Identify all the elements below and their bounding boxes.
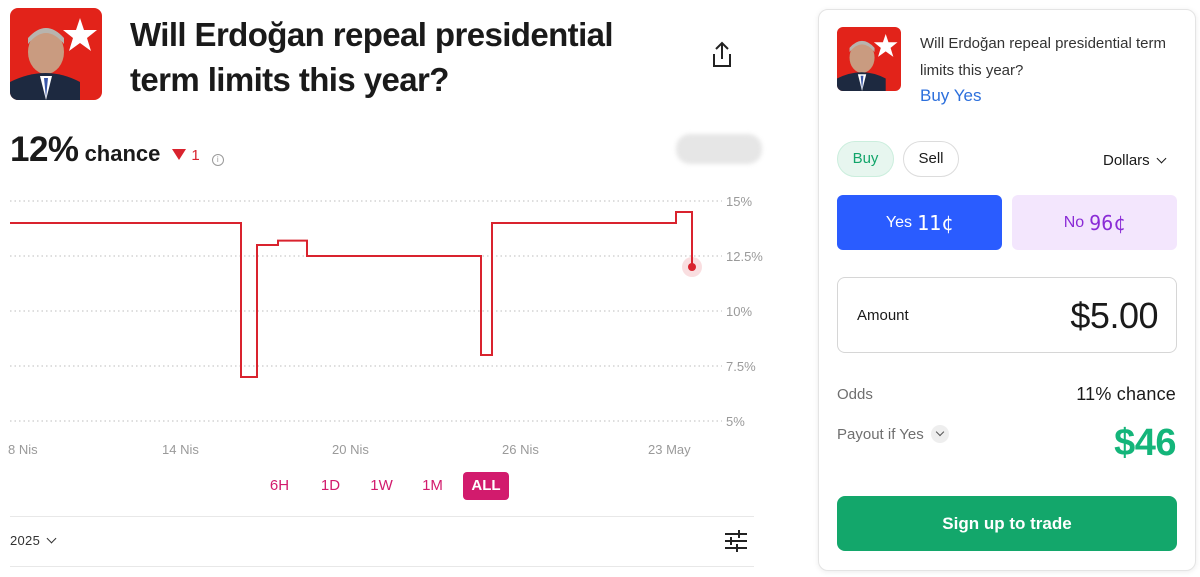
range-tab-1w[interactable]: 1W <box>370 477 393 494</box>
portrait-with-flag-icon <box>10 8 102 100</box>
trade-action-title: Buy Yes <box>920 86 982 105</box>
yes-label: Yes <box>885 213 912 231</box>
trade-panel <box>818 9 1196 571</box>
no-price: 96¢ <box>1089 210 1126 235</box>
chevron-down-icon <box>1156 153 1167 164</box>
share-icon <box>713 41 731 67</box>
chance-percent: 12% <box>10 130 79 169</box>
portrait-with-flag-icon <box>837 27 901 91</box>
odds-value: 11% chance <box>1076 384 1176 404</box>
price-chart-svg: 15% 12.5% 10% 7.5% 5% 8 Nis 14 Nis 20 Nis 26 Nis… <box>8 194 763 457</box>
y-tick-label: 5% <box>726 414 745 429</box>
chance-change-value: 1 <box>191 147 200 164</box>
x-tick-label: 23 May <box>648 442 691 457</box>
range-tab-6h[interactable]: 6H <box>269 477 290 494</box>
chevron-down-icon[interactable] <box>930 425 949 443</box>
divider <box>10 566 754 567</box>
chevron-down-icon <box>46 533 57 544</box>
market-image <box>10 8 102 100</box>
down-triangle-icon <box>172 149 187 160</box>
yes-price: 11¢ <box>916 210 954 235</box>
no-label: No <box>1063 213 1085 231</box>
last-point <box>688 263 696 271</box>
chart-settings-button[interactable] <box>724 530 748 552</box>
x-tick-label: 26 Nis <box>502 442 539 457</box>
currency-select[interactable]: Dollars <box>1103 152 1167 169</box>
year-select-value: 2025 <box>10 533 41 548</box>
year-select[interactable]: 2025 <box>10 533 57 548</box>
amount-label: Amount <box>857 307 909 324</box>
range-tab-1d[interactable]: 1D <box>320 477 341 494</box>
y-tick-label: 7.5% <box>726 359 756 374</box>
amount-field[interactable]: Amount $5.00 <box>837 277 1177 353</box>
odds-label: Odds <box>837 386 873 403</box>
trade-market-image <box>837 27 901 91</box>
payout-value: $46 <box>1114 422 1176 464</box>
sign-up-button[interactable]: Sign up to trade <box>837 496 1177 551</box>
sliders-icon <box>725 530 747 552</box>
x-tick-label: 14 Nis <box>162 442 199 457</box>
blurred-logo <box>676 134 762 164</box>
buy-tab[interactable]: Buy <box>837 141 894 177</box>
share-button[interactable] <box>708 40 736 70</box>
no-outcome-button[interactable]: No 96¢ <box>1012 195 1177 250</box>
range-tab-all[interactable]: ALL <box>463 472 509 500</box>
chance-label: chance <box>84 141 161 166</box>
divider <box>10 516 754 517</box>
y-tick-label: 10% <box>726 304 752 319</box>
chance-summary: 12% chance 1 i <box>10 130 224 170</box>
price-line <box>10 211 693 378</box>
yes-outcome-button[interactable]: Yes 11¢ <box>837 195 1002 250</box>
price-chart: 15% 12.5% 10% 7.5% 5% 8 Nis 14 Nis 20 Nis 26 Nis… <box>0 185 780 465</box>
trade-question: Will Erdoğan repeal presidential term li… <box>920 35 1166 79</box>
payout-label-row: Payout if Yes <box>837 425 949 443</box>
y-tick-label: 12.5% <box>726 249 763 264</box>
payout-label: Payout if Yes <box>837 425 924 443</box>
info-icon[interactable]: i <box>211 154 224 166</box>
sell-tab[interactable]: Sell <box>903 141 959 177</box>
range-tabs: 6H 1D 1W 1M ALL <box>254 472 509 500</box>
x-tick-label: 20 Nis <box>332 442 369 457</box>
range-tab-1m[interactable]: 1M <box>422 477 443 494</box>
y-tick-label: 15% <box>726 194 752 209</box>
x-tick-label: 8 Nis <box>8 442 38 457</box>
chance-change: 1 <box>172 147 200 164</box>
currency-value: Dollars <box>1103 152 1150 169</box>
market-title: Will Erdoğan repeal presidential term li… <box>130 16 614 98</box>
amount-value[interactable]: $5.00 <box>1070 295 1158 336</box>
